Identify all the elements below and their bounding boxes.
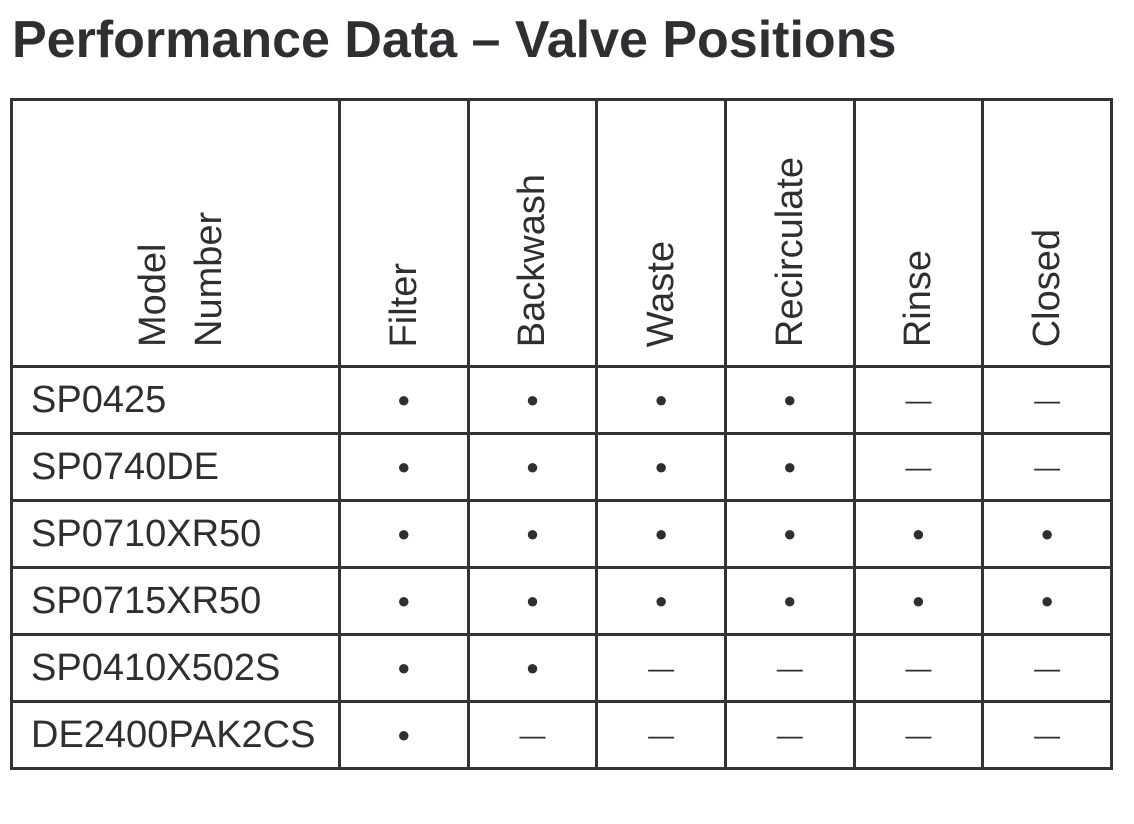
- valve-cell: ●: [852, 566, 985, 636]
- column-header: Backwash: [511, 173, 554, 347]
- table-row: DE2400PAK2CS ● — — — — —: [10, 700, 1113, 770]
- valve-cell: ●: [595, 566, 727, 636]
- valve-table: Model Number Filter Backwash Waste Recircula…: [10, 98, 1113, 770]
- valve-cell: ●: [981, 499, 1113, 569]
- valve-cell: ●: [466, 432, 599, 502]
- valve-cell: ●: [338, 700, 470, 770]
- header-cell: Rinse: [852, 98, 985, 368]
- header-cell: Backwash: [466, 98, 599, 368]
- valve-cell: —: [981, 633, 1113, 703]
- valve-cell: ●: [723, 432, 856, 502]
- header-row: Model Number Filter Backwash Waste Recircula…: [10, 98, 1113, 368]
- valve-cell: —: [723, 700, 856, 770]
- column-header: Waste: [640, 240, 683, 347]
- model-number: SP0425: [10, 365, 341, 435]
- valve-cell: —: [981, 700, 1113, 770]
- valve-cell: ●: [338, 499, 470, 569]
- page-title: Performance Data – Valve Positions: [12, 11, 897, 69]
- valve-cell: ●: [338, 633, 470, 703]
- valve-cell: —: [466, 700, 599, 770]
- model-number: SP0715XR50: [10, 566, 341, 636]
- table-row: SP0715XR50 ● ● ● ● ● ●: [10, 566, 1113, 636]
- column-header: Filter: [382, 262, 425, 347]
- valve-cell: ●: [466, 499, 599, 569]
- header-cell: Waste: [595, 98, 727, 368]
- valve-cell: ●: [466, 633, 599, 703]
- valve-cell: ●: [466, 566, 599, 636]
- column-header: Model Number: [132, 211, 230, 347]
- valve-cell: —: [595, 700, 727, 770]
- valve-cell: ●: [723, 499, 856, 569]
- model-number: SP0710XR50: [10, 499, 341, 569]
- table-row: SP0425 ● ● ● ● — —: [10, 365, 1113, 435]
- valve-cell: —: [595, 633, 727, 703]
- table-row: SP0710XR50 ● ● ● ● ● ●: [10, 499, 1113, 569]
- valve-cell: —: [981, 432, 1113, 502]
- valve-cell: ●: [852, 499, 985, 569]
- valve-cell: —: [852, 365, 985, 435]
- valve-cell: ●: [338, 566, 470, 636]
- table-body: SP0425 ● ● ● ● — — SP0740DE ● ● ● ● — — SP0710XR50 ● ● ● ●…: [10, 365, 1113, 770]
- model-number: DE2400PAK2CS: [10, 700, 341, 770]
- valve-cell: ●: [338, 365, 470, 435]
- valve-cell: —: [852, 700, 985, 770]
- valve-cell: ●: [595, 499, 727, 569]
- valve-cell: ●: [723, 566, 856, 636]
- table-row: SP0740DE ● ● ● ● — —: [10, 432, 1113, 502]
- valve-cell: ●: [338, 432, 470, 502]
- valve-cell: ●: [595, 432, 727, 502]
- valve-cell: ●: [723, 365, 856, 435]
- valve-cell: ●: [981, 566, 1113, 636]
- model-number: SP0740DE: [10, 432, 341, 502]
- valve-cell: ●: [466, 365, 599, 435]
- valve-cell: ●: [595, 365, 727, 435]
- header-cell: Filter: [338, 98, 470, 368]
- model-number: SP0410X502S: [10, 633, 341, 703]
- column-header: Closed: [1026, 228, 1069, 347]
- column-header: Recirculate: [768, 156, 811, 347]
- header-cell: Closed: [981, 98, 1113, 368]
- valve-cell: —: [981, 365, 1113, 435]
- header-cell: Model Number: [10, 98, 341, 368]
- valve-cell: —: [723, 633, 856, 703]
- header-cell: Recirculate: [723, 98, 856, 368]
- table-row: SP0410X502S ● ● — — — —: [10, 633, 1113, 703]
- valve-cell: —: [852, 633, 985, 703]
- valve-cell: —: [852, 432, 985, 502]
- column-header: Rinse: [897, 249, 940, 347]
